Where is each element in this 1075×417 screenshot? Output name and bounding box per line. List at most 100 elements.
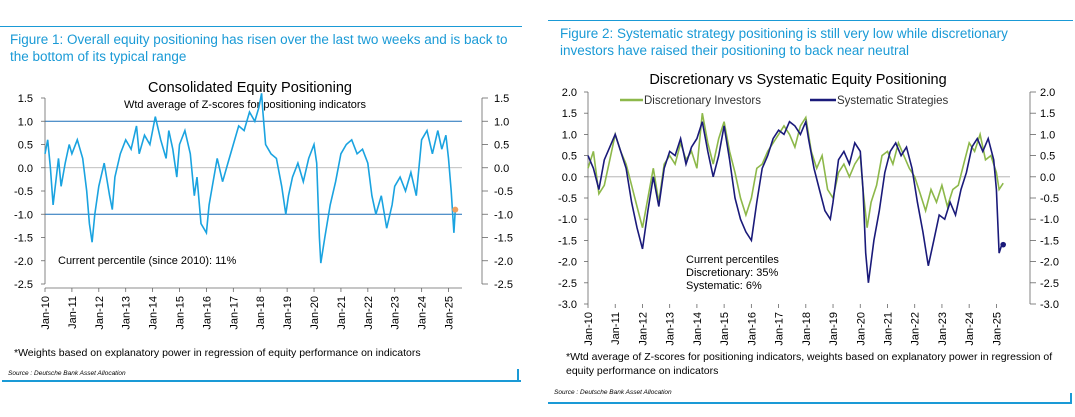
chart-1-xtick-label: Jan-12 (94, 296, 106, 330)
chart-2-ytick-right: 0.0 (1040, 172, 1055, 184)
chart-1-xtick-label: Jan-17 (228, 296, 240, 330)
chart-2-legend-label-systematic: Systematic Strategies (837, 95, 948, 107)
chart-1-ytick-right: 0.0 (494, 163, 509, 175)
chart-2-series-line-discretionary (587, 113, 1004, 228)
chart-1-ytick-right: -2.5 (494, 279, 513, 291)
chart-2-ytick-right: -2.0 (1040, 257, 1059, 269)
chart-1-annotation: Current percentile (since 2010): 11% (58, 255, 237, 267)
chart-2-xtick-label: Jan-16 (746, 312, 758, 346)
chart-1-xtick-label: Jan-18 (255, 296, 267, 330)
chart-1-title: Consolidated Equity Positioning (148, 80, 352, 96)
chart-2-ytick-right: -3.0 (1040, 299, 1059, 311)
figure-2-bottom-rule (548, 402, 1072, 404)
figure-1-chart: Consolidated Equity Positioning Wtd avera… (14, 80, 513, 330)
chart-1-ytick-right: -2.0 (494, 256, 513, 268)
chart-1-ytick-right: 1.5 (494, 93, 509, 105)
chart-2-xtick-label: Jan-14 (692, 312, 704, 346)
chart-1-subtitle: Wtd average of Z-scores for positioning … (124, 99, 367, 111)
chart-2-ytick-right: -1.0 (1040, 214, 1059, 226)
chart-2-ytick-left: 1.5 (562, 108, 577, 120)
chart-2-xtick-label: Jan-24 (964, 312, 976, 346)
chart-1-ytick-right: -0.5 (494, 186, 513, 198)
chart-2-ytick-left: -2.5 (558, 278, 577, 290)
chart-2-xtick-label: Jan-18 (801, 312, 813, 346)
chart-1-xtick-label: Jan-23 (390, 296, 402, 330)
chart-2-xtick-label: Jan-13 (665, 312, 677, 346)
chart-1-xtick-label: Jan-16 (201, 296, 213, 330)
chart-2-xtick-label: Jan-20 (855, 312, 867, 346)
chart-2-xtick-label: Jan-21 (882, 312, 894, 346)
chart-1-xtick-label: Jan-25 (444, 296, 456, 330)
chart-2-xtick-label: Jan-15 (719, 312, 731, 346)
chart-2-ytick-left: -2.0 (558, 257, 577, 269)
chart-2-legend-label-discretionary: Discretionary Investors (644, 95, 761, 107)
chart-1-ytick-right: -1.5 (494, 233, 513, 245)
chart-2-last-point (1000, 241, 1006, 248)
chart-1-ytick-left: 1.0 (18, 116, 33, 128)
chart-1-xtick-label: Jan-11 (67, 296, 79, 329)
chart-2-ytick-left: 1.0 (562, 129, 577, 141)
chart-2-ytick-left: 0.0 (562, 172, 577, 184)
chart-1-xtick-label: Jan-15 (175, 296, 187, 330)
chart-1-xtick-label: Jan-13 (121, 296, 133, 330)
figure-1-top-rule (0, 26, 522, 27)
chart-2-ytick-left: -3.0 (558, 299, 577, 311)
figure-2-footnote: *Wtd average of Z-scores for positioning… (566, 351, 1053, 377)
chart-1-ytick-right: 1.0 (494, 116, 509, 128)
chart-2-ytick-left: -0.5 (558, 193, 577, 205)
chart-2-series-line-systematic (587, 118, 1004, 283)
chart-1-xtick-label: Jan-24 (417, 296, 429, 330)
chart-1-ytick-left: -1.5 (14, 233, 33, 245)
chart-2-ytick-right: 1.0 (1040, 129, 1055, 141)
chart-1-xtick-label: Jan-22 (363, 296, 375, 330)
chart-2-xtick-label: Jan-10 (583, 312, 595, 346)
chart-2-ytick-right: -1.5 (1040, 235, 1059, 247)
chart-2-xtick-label: Jan-25 (991, 312, 1003, 346)
chart-1-xtick-label: Jan-19 (282, 296, 294, 330)
chart-1-ytick-left: -2.5 (14, 279, 33, 291)
chart-2-ytick-left: 2.0 (562, 87, 577, 99)
chart-1-series-line (44, 93, 457, 264)
figure-1-bottom-rule (2, 380, 521, 382)
figure-1-panel: Figure 1: Overall equity positioning has… (0, 0, 525, 417)
chart-2-xtick-label: Jan-17 (774, 312, 786, 346)
chart-2-xtick-label: Jan-19 (828, 312, 840, 346)
chart-2-xtick-label: Jan-12 (637, 312, 649, 346)
chart-1-xtick-label: Jan-20 (309, 296, 321, 330)
figure-2-caption: Figure 2: Systematic strategy positionin… (560, 26, 1008, 58)
chart-1-ytick-left: 1.5 (18, 93, 33, 105)
chart-2-title: Discretionary vs Systematic Equity Posit… (649, 72, 946, 88)
chart-2-ytick-left: 0.5 (562, 151, 577, 163)
chart-2-annotation-line: Discretionary: 35% (686, 267, 779, 279)
figure-2-right-tick (1070, 393, 1072, 403)
chart-2-annotation-line: Systematic: 6% (686, 280, 762, 292)
chart-1-xtick-label: Jan-21 (336, 296, 348, 330)
chart-1-ytick-left: 0.0 (18, 163, 33, 175)
chart-2-ytick-right: 2.0 (1040, 87, 1055, 99)
chart-1-ytick-right: 0.5 (494, 140, 509, 152)
figure-2-panel: Figure 2: Systematic strategy positionin… (548, 0, 1075, 417)
chart-2-annotation-line: Current percentiles (686, 254, 779, 266)
chart-1-ytick-left: -0.5 (14, 186, 33, 198)
chart-2-xtick-label: Jan-11 (610, 312, 622, 345)
chart-2-xtick-label: Jan-22 (910, 312, 922, 346)
chart-1-ytick-left: 0.5 (18, 140, 33, 152)
chart-1-ytick-left: -2.0 (14, 256, 33, 268)
chart-2-ytick-right: 1.5 (1040, 108, 1055, 120)
chart-1-last-point (452, 206, 459, 213)
chart-2-ytick-left: -1.0 (558, 214, 577, 226)
chart-2-ytick-right: -0.5 (1040, 193, 1059, 205)
figure-1-source: Source : Deutsche Bank Asset Allocation (8, 370, 126, 377)
figure-2-top-rule (548, 20, 1073, 21)
figure-1-caption: Figure 1: Overall equity positioning has… (10, 32, 508, 64)
figure-2-chart: Discretionary vs Systematic Equity Posit… (558, 72, 1059, 346)
chart-1-ytick-right: -1.0 (494, 209, 513, 221)
chart-2-ytick-right: 0.5 (1040, 151, 1055, 163)
chart-2-ytick-left: -1.5 (558, 235, 577, 247)
figure-1-footnote: *Weights based on explanatory power in r… (14, 347, 421, 359)
chart-1-ytick-left: -1.0 (14, 209, 33, 221)
chart-1-xtick-label: Jan-14 (148, 296, 160, 330)
chart-2-ytick-right: -2.5 (1040, 278, 1059, 290)
chart-2-xtick-label: Jan-23 (937, 312, 949, 346)
chart-1-xtick-label: Jan-10 (40, 296, 52, 330)
